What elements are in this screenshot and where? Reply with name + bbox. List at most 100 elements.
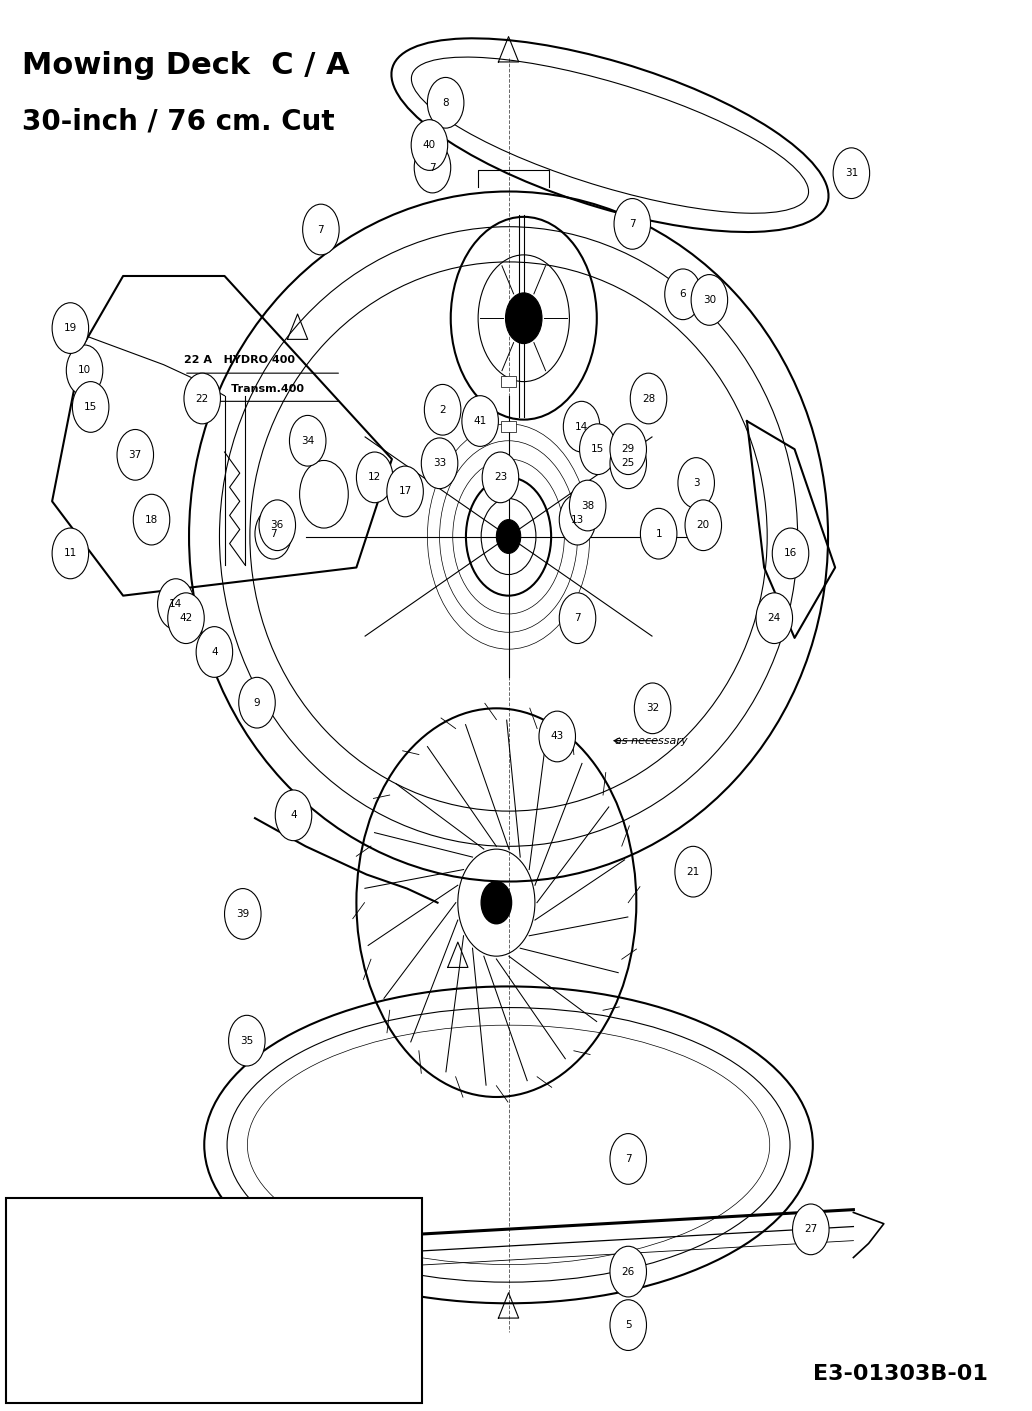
Text: 40: 40 xyxy=(423,140,436,150)
Text: 22: 22 xyxy=(196,394,208,404)
Circle shape xyxy=(756,593,793,643)
Circle shape xyxy=(427,78,464,128)
Circle shape xyxy=(168,593,204,643)
Circle shape xyxy=(52,303,89,353)
Circle shape xyxy=(665,270,702,320)
Circle shape xyxy=(462,395,498,446)
Text: 5: 5 xyxy=(625,1321,632,1331)
Circle shape xyxy=(635,683,671,734)
Circle shape xyxy=(610,1300,646,1350)
Text: voir pièce au détail l'axe de lame: voir pièce au détail l'axe de lame xyxy=(22,1362,184,1371)
Text: ACHTUNG!: ACHTUNG! xyxy=(22,1222,88,1232)
Circle shape xyxy=(238,677,276,728)
Circle shape xyxy=(255,508,291,559)
Circle shape xyxy=(158,579,194,629)
Circle shape xyxy=(610,423,646,474)
Text: 30-inch / 76 cm. Cut: 30-inch / 76 cm. Cut xyxy=(22,107,334,135)
Text: 7: 7 xyxy=(429,162,436,172)
Circle shape xyxy=(184,373,221,423)
Circle shape xyxy=(685,499,721,550)
Text: 4: 4 xyxy=(290,810,297,820)
Circle shape xyxy=(496,519,521,553)
Text: ATTENTION!: ATTENTION! xyxy=(22,1278,98,1288)
Text: 24: 24 xyxy=(768,614,781,624)
Text: 7: 7 xyxy=(270,529,277,539)
Text: 37: 37 xyxy=(129,450,142,460)
Text: 32: 32 xyxy=(646,703,659,714)
Text: 16: 16 xyxy=(784,549,797,559)
Text: 27: 27 xyxy=(804,1225,817,1235)
Text: 38: 38 xyxy=(581,501,594,511)
Text: 30: 30 xyxy=(703,295,716,305)
FancyBboxPatch shape xyxy=(6,1198,422,1403)
Circle shape xyxy=(793,1204,829,1254)
Text: 41: 41 xyxy=(474,416,487,426)
Text: 22 A   HYDRO 400: 22 A HYDRO 400 xyxy=(184,356,295,365)
Text: 42: 42 xyxy=(180,614,193,624)
Text: 28: 28 xyxy=(642,394,655,404)
Text: See detached pieces from bladespindle: See detached pieces from bladespindle xyxy=(22,1305,215,1315)
Text: 1: 1 xyxy=(655,529,662,539)
Text: 12: 12 xyxy=(368,473,381,483)
Circle shape xyxy=(411,120,448,171)
Text: 34: 34 xyxy=(301,436,315,446)
Circle shape xyxy=(482,452,519,502)
Text: 15: 15 xyxy=(591,444,605,454)
Circle shape xyxy=(481,882,512,924)
Text: 29: 29 xyxy=(621,444,635,454)
Text: 14: 14 xyxy=(575,422,588,432)
Text: 8: 8 xyxy=(443,97,449,107)
Text: 13: 13 xyxy=(571,515,584,525)
Circle shape xyxy=(72,381,109,432)
Circle shape xyxy=(610,1133,646,1184)
Circle shape xyxy=(52,528,89,579)
Text: 23: 23 xyxy=(493,473,507,483)
Circle shape xyxy=(133,494,169,545)
Circle shape xyxy=(117,429,154,480)
Circle shape xyxy=(387,466,423,516)
Circle shape xyxy=(614,199,650,250)
Circle shape xyxy=(302,205,340,255)
Bar xyxy=(502,422,516,432)
Text: 4: 4 xyxy=(212,648,218,658)
Text: 25: 25 xyxy=(621,459,635,468)
Circle shape xyxy=(641,508,677,559)
Circle shape xyxy=(559,593,595,643)
Circle shape xyxy=(610,437,646,488)
Text: E3-01303B-01: E3-01303B-01 xyxy=(813,1364,988,1384)
Text: 9: 9 xyxy=(254,697,260,708)
Text: 22   Transm.400: 22 Transm.400 xyxy=(204,384,304,394)
Text: 7: 7 xyxy=(574,614,581,624)
Circle shape xyxy=(229,1016,265,1065)
Circle shape xyxy=(424,384,461,435)
Circle shape xyxy=(580,423,616,474)
Text: 3: 3 xyxy=(692,478,700,488)
Text: Mowing Deck  C / A: Mowing Deck C / A xyxy=(22,51,349,79)
Text: 21: 21 xyxy=(686,866,700,876)
Circle shape xyxy=(276,790,312,841)
Circle shape xyxy=(66,346,103,395)
Circle shape xyxy=(691,275,728,326)
Circle shape xyxy=(570,480,606,531)
Text: 10: 10 xyxy=(78,365,91,375)
Text: 36: 36 xyxy=(270,521,284,531)
Circle shape xyxy=(833,148,870,199)
Text: 39: 39 xyxy=(236,909,250,919)
Text: 33: 33 xyxy=(433,459,446,468)
Circle shape xyxy=(772,528,809,579)
Circle shape xyxy=(356,452,393,502)
Text: 18: 18 xyxy=(144,515,158,525)
Text: 6: 6 xyxy=(680,289,686,299)
Text: Siehe Einzelteile Messerspindel: Siehe Einzelteile Messerspindel xyxy=(22,1250,175,1260)
Text: 35: 35 xyxy=(240,1036,254,1046)
Circle shape xyxy=(539,711,576,762)
Circle shape xyxy=(196,626,232,677)
Text: 20: 20 xyxy=(697,521,710,531)
Text: 7: 7 xyxy=(625,1154,632,1164)
Circle shape xyxy=(631,373,667,423)
Bar xyxy=(502,467,516,478)
Circle shape xyxy=(559,494,595,545)
Text: 31: 31 xyxy=(845,168,858,178)
Text: 19: 19 xyxy=(64,323,77,333)
Bar xyxy=(502,377,516,387)
